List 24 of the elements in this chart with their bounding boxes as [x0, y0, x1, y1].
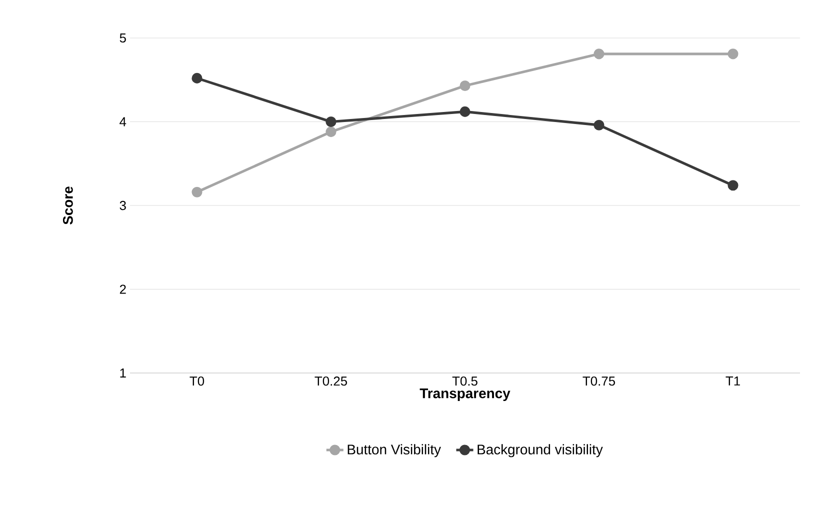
- y-tick-label: 2: [120, 284, 126, 294]
- point: [326, 126, 336, 138]
- y-tick-label: 1: [120, 368, 126, 378]
- x-tick-label: T0.25: [314, 376, 348, 386]
- x-tick-label: T0.75: [582, 376, 616, 386]
- legend-label: Button Visibility: [348, 444, 441, 458]
- point: [594, 48, 604, 60]
- x-axis-title: Transparency: [420, 388, 510, 402]
- x-tick-label: T1: [726, 376, 740, 386]
- point: [460, 80, 470, 92]
- point: [192, 72, 202, 84]
- y-tick-label: 5: [120, 33, 126, 43]
- point: [728, 48, 738, 60]
- point: [460, 106, 470, 117]
- point: [594, 120, 604, 130]
- point: [728, 180, 738, 191]
- y-tick-label: 3: [120, 200, 126, 210]
- point: [326, 116, 336, 128]
- x-tick-label: T0: [190, 376, 204, 386]
- legend-label: Background visibility: [478, 444, 603, 458]
- point: [192, 186, 202, 198]
- y-tick-label: 4: [120, 117, 126, 126]
- y-axis-title: Score: [62, 186, 73, 224]
- x-tick-label: T0.5: [452, 376, 478, 386]
